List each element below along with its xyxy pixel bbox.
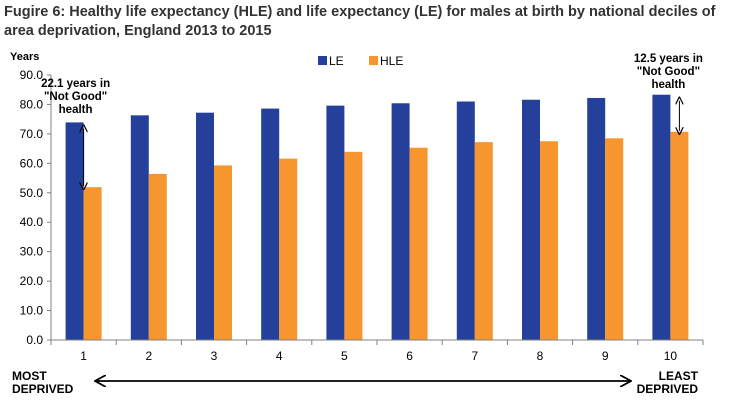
bar-le-decile-10 xyxy=(652,94,671,340)
bar-le-decile-8 xyxy=(522,99,540,340)
bars xyxy=(65,94,689,341)
least-deprived-label: DEPRIVED xyxy=(637,382,699,396)
legend: LE HLE xyxy=(318,54,403,68)
legend-swatch-hle xyxy=(369,56,378,65)
y-tick-label: 20.0 xyxy=(20,274,44,288)
y-axis-ticks: 0.0 10.0 20.0 30.0 40.0 50.0 60.0 70.0 80.0 90.0 xyxy=(20,68,51,347)
x-tick-label: 10 xyxy=(664,349,678,363)
bar-le-decile-4 xyxy=(261,108,280,340)
bar-hle-decile-7 xyxy=(474,142,493,340)
least-deprived-label: LEAST xyxy=(659,369,699,383)
x-tick-label: 4 xyxy=(276,349,283,363)
y-tick-label: 40.0 xyxy=(20,215,44,229)
most-deprived-label: MOST xyxy=(12,369,47,383)
bar-hle-decile-10 xyxy=(670,131,689,340)
y-tick-label: 10.0 xyxy=(20,304,44,318)
most-deprived-label: DEPRIVED xyxy=(12,382,74,396)
bar-le-decile-9 xyxy=(587,97,606,340)
bar-hle-decile-1 xyxy=(83,187,102,340)
annotation-text: "Not Good" xyxy=(637,66,700,78)
annotation-text: health xyxy=(59,104,93,116)
annotation-text: "Not Good" xyxy=(44,91,107,103)
bar-le-decile-5 xyxy=(326,105,345,340)
x-tick-label: 3 xyxy=(211,349,218,363)
y-tick-label: 50.0 xyxy=(20,186,44,200)
bar-hle-decile-5 xyxy=(344,151,363,340)
annotation-text: 22.1 years in xyxy=(41,78,110,90)
bar-hle-decile-6 xyxy=(409,147,428,340)
bar-le-decile-6 xyxy=(391,103,410,341)
legend-swatch-le xyxy=(318,56,327,65)
bar-hle-decile-4 xyxy=(279,158,298,340)
y-tick-label: 30.0 xyxy=(20,245,44,259)
y-tick-label: 90.0 xyxy=(20,68,44,82)
bar-le-decile-7 xyxy=(456,101,475,340)
y-tick-label: 60.0 xyxy=(20,156,44,170)
legend-label-le: LE xyxy=(329,54,344,68)
y-tick-label: 0.0 xyxy=(26,333,43,347)
legend-label-hle: HLE xyxy=(380,54,403,68)
y-axis-title: Years xyxy=(10,51,39,63)
bar-hle-decile-3 xyxy=(214,165,232,340)
bar-le-decile-3 xyxy=(196,112,214,340)
bar-hle-decile-2 xyxy=(148,173,167,340)
x-axis-ticks: 1 2 3 4 5 6 7 8 9 10 xyxy=(50,340,704,363)
x-tick-label: 5 xyxy=(341,349,348,363)
annotation-text: health xyxy=(651,79,685,91)
x-tick-label: 2 xyxy=(145,349,152,363)
annotation-text: 12.5 years in xyxy=(634,53,703,65)
x-tick-label: 9 xyxy=(602,349,609,363)
x-tick-label: 7 xyxy=(471,349,478,363)
chart-title: Fugire 6: Healthy life expectancy (HLE) … xyxy=(4,4,716,39)
y-tick-label: 80.0 xyxy=(20,97,44,111)
bar-hle-decile-8 xyxy=(540,141,558,340)
bar-hle-decile-9 xyxy=(605,138,624,340)
bar-le-decile-1 xyxy=(65,122,84,341)
bar-le-decile-2 xyxy=(130,115,149,340)
x-tick-label: 8 xyxy=(537,349,544,363)
x-tick-label: 1 xyxy=(80,349,87,363)
x-tick-label: 6 xyxy=(406,349,413,363)
y-tick-label: 70.0 xyxy=(20,127,44,141)
